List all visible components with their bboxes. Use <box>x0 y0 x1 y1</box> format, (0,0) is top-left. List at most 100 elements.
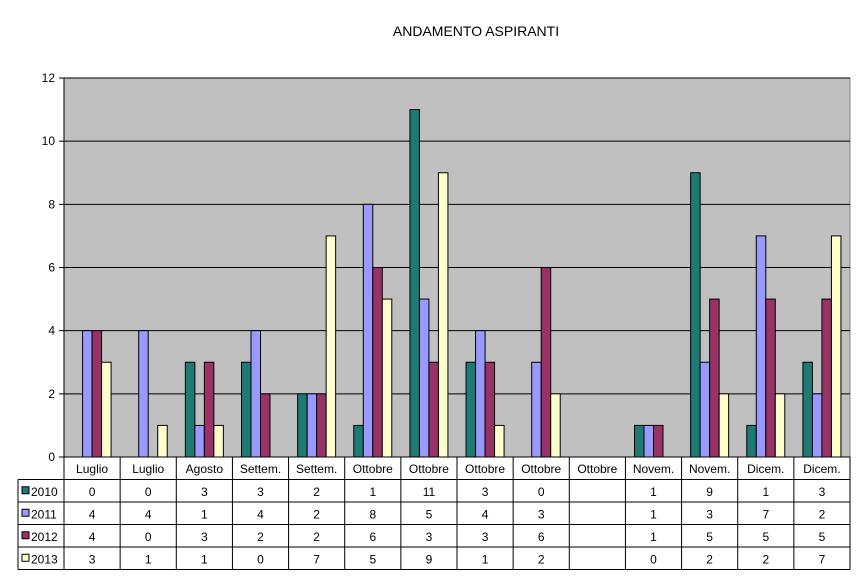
chart-title: ANDAMENTO ASPIRANTI <box>393 23 559 39</box>
category-label: Dicem. <box>747 462 784 476</box>
category-label: Novem. <box>633 462 674 476</box>
data-label: 1 <box>482 552 489 566</box>
category-label: Ottobre <box>521 462 561 476</box>
bar <box>409 109 420 458</box>
bar <box>774 393 786 458</box>
y-tick-label: 6 <box>48 261 55 275</box>
bar <box>316 393 327 458</box>
data-label: 0 <box>538 485 545 499</box>
y-tick-label: 4 <box>48 324 55 338</box>
bar <box>418 298 430 458</box>
data-label: 7 <box>313 552 320 566</box>
bar <box>540 267 552 458</box>
legend-key <box>21 553 30 562</box>
data-label: 3 <box>201 530 208 544</box>
data-label: 6 <box>538 530 545 544</box>
bar <box>437 172 449 458</box>
bar <box>465 361 477 458</box>
category-label: Ottobre <box>577 462 617 476</box>
data-label: 1 <box>762 485 769 499</box>
data-label: 3 <box>482 530 489 544</box>
data-label: 7 <box>762 507 769 521</box>
bar <box>184 361 196 458</box>
y-tick-label: 2 <box>48 387 55 401</box>
bar <box>260 393 271 458</box>
legend-key <box>21 486 30 495</box>
bar <box>325 235 337 458</box>
category-label: Ottobre <box>465 462 505 476</box>
legend-key <box>21 508 30 517</box>
data-label: 7 <box>819 552 826 566</box>
data-label: 2 <box>313 530 320 544</box>
bar <box>381 298 393 458</box>
data-label: 9 <box>426 552 433 566</box>
bar <box>157 424 168 458</box>
bar <box>475 330 486 458</box>
data-label: 3 <box>819 485 826 499</box>
bar <box>306 393 318 458</box>
data-label: 0 <box>257 552 264 566</box>
data-label: 2 <box>762 552 769 566</box>
bar <box>362 203 374 458</box>
bar <box>82 330 93 458</box>
data-label: 2 <box>819 507 826 521</box>
series-name: 2013 <box>31 552 58 566</box>
category-label: Settem. <box>296 462 337 476</box>
bar <box>203 361 215 458</box>
data-label: 2 <box>313 485 320 499</box>
bar <box>709 298 720 458</box>
bar <box>690 172 701 458</box>
data-label: 5 <box>762 530 769 544</box>
data-label: 5 <box>819 530 826 544</box>
data-label: 1 <box>201 552 208 566</box>
data-label: 0 <box>89 485 96 499</box>
data-label: 3 <box>706 507 713 521</box>
data-label: 3 <box>482 485 489 499</box>
bar <box>531 361 542 458</box>
bar <box>138 330 149 458</box>
plot-area: 0 2 4 6 8 10 12 <box>42 71 851 464</box>
data-label: 1 <box>201 507 208 521</box>
data-label: 0 <box>145 485 152 499</box>
bar <box>821 298 832 458</box>
bar <box>250 330 261 458</box>
bar <box>494 424 505 458</box>
data-label: 3 <box>201 485 208 499</box>
bar <box>643 424 654 458</box>
category-label: Settem. <box>240 462 281 476</box>
category-label: Luglio <box>76 462 108 476</box>
bar <box>718 393 730 458</box>
bar <box>101 361 112 458</box>
bar <box>428 361 439 458</box>
bar <box>634 424 645 458</box>
data-label: 3 <box>426 530 433 544</box>
data-label: 4 <box>145 507 152 521</box>
series-name: 2011 <box>31 507 57 521</box>
category-label: Ottobre <box>353 462 393 476</box>
data-label: 3 <box>89 552 96 566</box>
category-label: Ottobre <box>409 462 449 476</box>
series-name: 2010 <box>31 485 58 499</box>
data-label: 4 <box>257 507 264 521</box>
category-label: Luglio <box>132 462 164 476</box>
bar <box>811 393 823 458</box>
bar <box>765 298 776 458</box>
data-label: 5 <box>369 552 376 566</box>
bar <box>194 424 205 458</box>
data-label: 2 <box>313 507 320 521</box>
data-label: 2 <box>257 530 264 544</box>
bar <box>353 424 364 458</box>
bar <box>372 267 383 458</box>
data-label: 4 <box>89 530 96 544</box>
data-label: 2 <box>706 552 713 566</box>
legend-key <box>21 531 30 540</box>
data-label: 0 <box>650 552 657 566</box>
y-tick-label: 0 <box>48 450 55 464</box>
bar <box>550 393 561 458</box>
bar <box>802 361 813 458</box>
data-label: 6 <box>369 530 376 544</box>
data-label: 1 <box>650 485 657 499</box>
bar <box>484 361 496 458</box>
data-label: 3 <box>538 507 545 521</box>
data-label: 9 <box>706 485 713 499</box>
